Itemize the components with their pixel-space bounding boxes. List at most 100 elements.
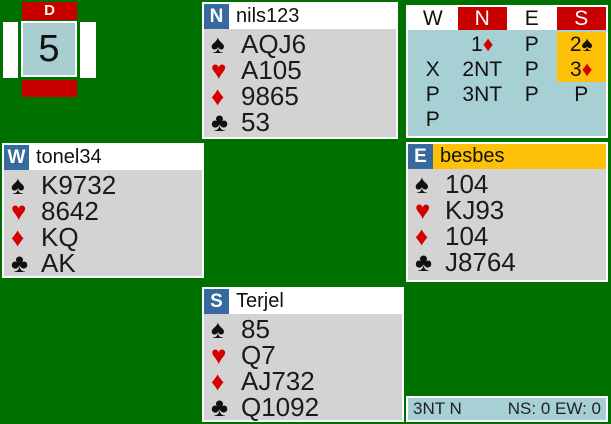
north-hand-cards: ♠ AQJ6 ♥ A105 ♦ 9865 ♣ 53 [204, 29, 396, 137]
auction-column-N: N [457, 7, 507, 30]
auction-column-S: S [556, 7, 606, 30]
seat-letter-north: N [204, 4, 229, 29]
west-hand-panel: W tonel34 ♠ K9732 ♥ 8642 ♦ KQ ♣ AK [2, 143, 204, 278]
east-diamonds-row: ♦ 104 [415, 223, 606, 249]
bid-N-row4 [458, 107, 508, 132]
diamond-suit-icon: ♦ [11, 222, 25, 252]
west-spades-cards[interactable]: K9732 [41, 170, 117, 200]
east-hearts-row: ♥ KJ93 [415, 197, 606, 223]
bid-W-row4: P [425, 108, 440, 131]
diamond-suit-icon: ♦ [415, 221, 429, 251]
south-diamonds-row: ♦ AJ732 [211, 368, 402, 394]
player-name-west: tonel34 [36, 146, 102, 168]
heart-suit-icon: ♥ [211, 340, 227, 370]
vul-bar-east [80, 22, 96, 78]
status-bar: 3NT N NS: 0 EW: 0 [406, 396, 608, 422]
spade-suit-icon: ♠ [211, 314, 225, 344]
diamond-suit-icon: ♦ [211, 366, 225, 396]
west-clubs-row: ♣ AK [11, 250, 202, 276]
south-hand-header: S Terjel [204, 289, 402, 314]
west-spades-row: ♠ K9732 [11, 172, 202, 198]
south-spades-row: ♠ 85 [211, 316, 402, 342]
seat-letter-south: S [204, 289, 229, 314]
west-hand-cards: ♠ K9732 ♥ 8642 ♦ KQ ♣ AK [4, 170, 202, 276]
east-spades-cards[interactable]: 104 [445, 169, 489, 199]
north-hand-header: N nils123 [204, 4, 396, 29]
score-label: NS: 0 EW: 0 [507, 399, 601, 418]
bid-W-row1 [408, 32, 458, 57]
auction-column-W: W [422, 7, 443, 30]
bid-E-row1: P [524, 33, 539, 56]
bid-W-row2: X [425, 58, 440, 81]
club-suit-icon: ♣ [11, 248, 29, 278]
south-spades-cards[interactable]: 85 [241, 314, 270, 344]
east-hand-cards: ♠ 104 ♥ KJ93 ♦ 104 ♣ J8764 [408, 169, 606, 280]
north-diamonds-cards[interactable]: 9865 [241, 81, 299, 111]
auction-body: 1♦ P 2♠ X 2NT P 3♦ P 3NT P P P [408, 30, 606, 136]
north-clubs-cards[interactable]: 53 [241, 107, 270, 137]
bid-W-row3: P [425, 83, 440, 106]
bid-S-row4 [557, 107, 607, 132]
spade-suit-icon: ♠ [415, 169, 429, 199]
heart-suit-icon: ♥ [11, 196, 27, 226]
south-diamonds-cards[interactable]: AJ732 [241, 366, 315, 396]
bid-E-row4 [507, 107, 557, 132]
north-hand-panel: N nils123 ♠ AQJ6 ♥ A105 ♦ 9865 ♣ 53 [202, 2, 398, 139]
north-spades-cards[interactable]: AQJ6 [241, 29, 307, 59]
seat-letter-west: W [4, 145, 29, 170]
board-number: 5 [21, 21, 77, 77]
east-spades-row: ♠ 104 [415, 171, 606, 197]
east-clubs-cards[interactable]: J8764 [445, 247, 516, 277]
south-hearts-row: ♥ Q7 [211, 342, 402, 368]
east-hearts-cards[interactable]: KJ93 [445, 195, 505, 225]
bid-S-row1: 2♠ [556, 32, 606, 57]
diamond-suit-icon: ♦ [211, 81, 225, 111]
bid-E-row2: P [524, 58, 539, 81]
seat-letter-east: E [408, 144, 433, 169]
south-clubs-row: ♣ Q1092 [211, 394, 402, 420]
north-spades-row: ♠ AQJ6 [211, 31, 396, 57]
bid-N-row1: 1♦ [471, 33, 494, 56]
auction-column-E: E [524, 7, 539, 30]
west-hearts-cards[interactable]: 8642 [41, 196, 99, 226]
board-vulnerability-indicator: D 5 [3, 2, 97, 97]
west-diamonds-cards[interactable]: KQ [41, 222, 79, 252]
north-hearts-row: ♥ A105 [211, 57, 396, 83]
east-diamonds-cards[interactable]: 104 [445, 221, 489, 251]
bid-N-row2: 2NT [462, 58, 503, 81]
north-clubs-row: ♣ 53 [211, 109, 396, 135]
bid-N-row3: 3NT [462, 83, 503, 106]
east-hand-header: E besbes [408, 144, 606, 169]
vul-bar-west [3, 22, 18, 78]
bid-E-row3: P [524, 83, 539, 106]
club-suit-icon: ♣ [211, 107, 229, 137]
north-diamonds-row: ♦ 9865 [211, 83, 396, 109]
heart-suit-icon: ♥ [415, 195, 431, 225]
west-hearts-row: ♥ 8642 [11, 198, 202, 224]
bid-S-row3: P [574, 83, 589, 106]
club-suit-icon: ♣ [415, 247, 433, 277]
player-name-north: nils123 [236, 5, 300, 27]
spade-suit-icon: ♠ [211, 29, 225, 59]
dealer-letter: D [44, 2, 55, 19]
bid-S-row2: 3♦ [556, 57, 606, 82]
vul-bar-south [22, 80, 77, 97]
west-diamonds-row: ♦ KQ [11, 224, 202, 250]
contract-label: 3NT N [413, 399, 462, 418]
dealer-marker-north: D [22, 2, 77, 20]
east-clubs-row: ♣ J8764 [415, 249, 606, 275]
south-hearts-cards[interactable]: Q7 [241, 340, 276, 370]
south-hand-panel: S Terjel ♠ 85 ♥ Q7 ♦ AJ732 ♣ Q1092 [202, 287, 404, 422]
west-hand-header: W tonel34 [4, 145, 202, 170]
north-hearts-cards[interactable]: A105 [241, 55, 302, 85]
west-clubs-cards[interactable]: AK [41, 248, 76, 278]
south-clubs-cards[interactable]: Q1092 [241, 392, 320, 422]
club-suit-icon: ♣ [211, 392, 229, 422]
heart-suit-icon: ♥ [211, 55, 227, 85]
spade-suit-icon: ♠ [11, 170, 25, 200]
player-name-south: Terjel [236, 290, 284, 312]
player-name-east: besbes [440, 145, 505, 167]
